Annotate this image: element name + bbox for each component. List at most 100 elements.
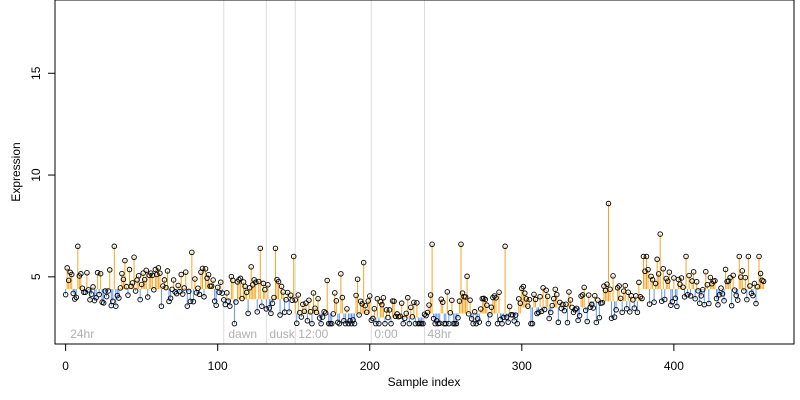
data-point xyxy=(97,270,104,277)
data-point xyxy=(543,287,549,293)
data-point xyxy=(478,306,484,312)
data-point xyxy=(354,276,361,282)
data-point xyxy=(722,266,729,273)
data-point xyxy=(754,283,761,290)
data-point xyxy=(654,256,660,263)
data-point xyxy=(368,317,375,323)
data-point xyxy=(122,257,128,264)
data-point xyxy=(356,312,362,318)
data-point xyxy=(105,288,111,294)
data-point xyxy=(170,277,177,283)
data-point xyxy=(444,289,451,295)
data-point xyxy=(645,266,651,273)
data-point xyxy=(637,294,644,300)
data-point xyxy=(135,273,142,279)
data-point xyxy=(622,282,628,289)
data-point xyxy=(541,306,548,313)
data-point xyxy=(284,289,291,296)
data-point xyxy=(680,284,686,290)
data-point xyxy=(467,297,473,303)
data-point xyxy=(716,291,723,298)
data-point xyxy=(471,309,478,315)
data-point xyxy=(493,295,499,301)
data-point xyxy=(474,316,481,322)
data-point xyxy=(672,295,679,302)
data-point xyxy=(549,302,555,309)
data-point xyxy=(500,314,507,321)
data-point xyxy=(468,316,475,322)
data-point xyxy=(272,245,279,252)
data-point xyxy=(224,290,230,296)
data-point xyxy=(611,314,618,320)
data-point xyxy=(325,320,332,327)
data-point xyxy=(371,306,378,312)
data-point xyxy=(222,301,229,308)
data-point xyxy=(487,312,493,318)
data-point xyxy=(534,310,540,317)
data-point xyxy=(237,275,244,282)
data-point xyxy=(271,294,277,301)
data-point xyxy=(666,269,673,275)
data-point xyxy=(243,289,250,296)
data-point xyxy=(292,297,299,303)
data-point xyxy=(90,284,96,290)
data-point xyxy=(560,301,566,308)
data-point xyxy=(167,295,174,301)
y-axis-label: Expression xyxy=(9,142,23,201)
x-tick-label: 400 xyxy=(664,359,684,373)
data-point xyxy=(555,319,562,326)
data-point xyxy=(175,282,181,289)
y-tick-label: 5 xyxy=(29,273,43,280)
data-point xyxy=(111,243,118,250)
data-point xyxy=(522,290,528,296)
data-point xyxy=(143,267,149,274)
data-point xyxy=(649,276,656,283)
data-point xyxy=(674,303,680,310)
data-point xyxy=(631,305,638,311)
data-point xyxy=(141,276,148,283)
data-point xyxy=(707,274,714,281)
data-point xyxy=(745,253,752,260)
data-point xyxy=(269,300,276,307)
data-point xyxy=(324,277,330,284)
data-point xyxy=(476,319,482,325)
data-point xyxy=(669,298,676,305)
data-point xyxy=(336,320,343,327)
data-point xyxy=(652,280,659,287)
data-point xyxy=(760,278,767,285)
data-point xyxy=(482,296,489,303)
data-point xyxy=(643,253,650,260)
data-point xyxy=(347,318,353,324)
data-point xyxy=(525,303,531,309)
data-point xyxy=(377,299,384,305)
data-point xyxy=(338,271,344,277)
data-point xyxy=(657,231,663,237)
data-point xyxy=(703,268,709,275)
data-point xyxy=(573,305,580,312)
data-point xyxy=(604,281,610,288)
data-point xyxy=(202,266,209,272)
data-point xyxy=(750,292,756,299)
data-point xyxy=(88,291,95,297)
data-point xyxy=(554,291,560,298)
data-point xyxy=(517,300,524,306)
data-point xyxy=(332,290,338,296)
data-point xyxy=(692,295,698,302)
data-point xyxy=(110,298,116,305)
data-point xyxy=(420,320,426,327)
data-point xyxy=(137,296,143,303)
data-point xyxy=(328,320,335,327)
data-point xyxy=(304,318,311,324)
data-point xyxy=(289,297,295,304)
data-point xyxy=(731,287,738,293)
data-point xyxy=(458,241,464,248)
data-point xyxy=(408,304,414,311)
data-point xyxy=(155,265,162,271)
data-point xyxy=(547,309,554,316)
data-point xyxy=(256,278,262,285)
data-point xyxy=(751,280,758,287)
data-point xyxy=(459,290,466,296)
data-point xyxy=(544,293,551,300)
data-point xyxy=(100,300,107,306)
data-points xyxy=(62,200,767,327)
